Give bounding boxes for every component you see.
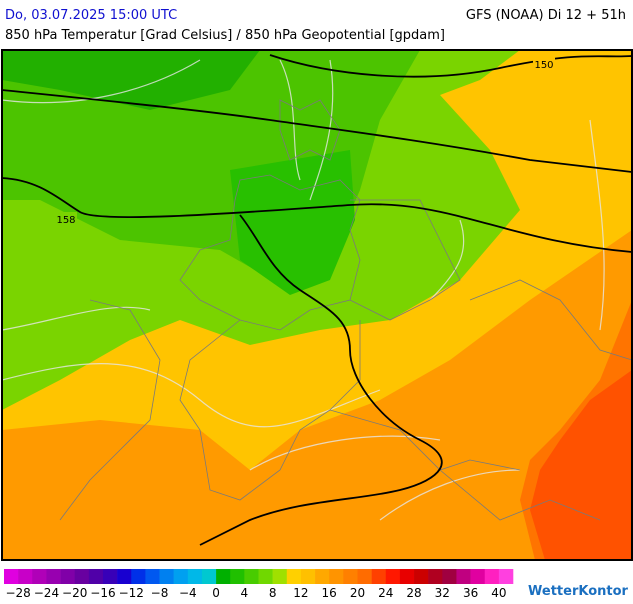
colorbar-swatch: [18, 569, 33, 584]
colorbar-swatch: [272, 569, 288, 584]
temperature-field: [230, 150, 355, 295]
colorbar-swatch: [385, 569, 401, 584]
logo: WetterKontor: [528, 584, 629, 599]
colorbar-swatch: [131, 569, 146, 584]
colorbar-swatch: [230, 569, 245, 584]
colorbar-swatch: [74, 569, 90, 584]
colorbar-label: 20: [350, 586, 365, 600]
colorbar-label: 16: [322, 586, 337, 600]
colorbar-swatch: [315, 569, 330, 584]
colorbar: −28 −24 −20 −16 −12 −8 −4 0 4 8 12 16 20 24 28 32 36 40: [4, 569, 514, 600]
colorbar-swatch: [88, 569, 104, 584]
colorbar-swatch: [60, 569, 75, 584]
valid-time: Do, 03.07.2025 15:00 UTC: [5, 8, 177, 23]
colorbar-swatch: [201, 569, 217, 584]
geopotential-contour: [269, 54, 633, 78]
colorbar-label: 28: [406, 586, 421, 600]
colorbar-label: 8: [269, 586, 277, 600]
colorbar-swatch: [32, 569, 47, 584]
colorbar-swatch: [159, 569, 174, 584]
colorbar-label: 24: [378, 586, 393, 600]
colorbar-swatch: [484, 569, 500, 584]
contour-label-bg: [533, 57, 555, 70]
colorbar-swatch: [258, 569, 273, 584]
colorbar-swatch: [371, 569, 387, 584]
colorbar-swatch: [117, 569, 132, 584]
colorbar-label: −24: [34, 586, 59, 600]
colorbar-swatch: [343, 569, 358, 584]
temperature-field: [2, 50, 260, 110]
colorbar-label: −16: [90, 586, 115, 600]
colorbar-swatch: [498, 569, 514, 584]
colorbar-label: −20: [62, 586, 87, 600]
colorbar-swatch: [357, 569, 372, 584]
colorbar-swatch: [4, 569, 19, 584]
colorbar-swatch: [414, 569, 429, 584]
colorbar-swatch: [145, 569, 160, 584]
colorbar-swatch: [46, 569, 61, 584]
colorbar-swatch: [286, 569, 302, 584]
colorbar-swatch: [456, 569, 471, 584]
colorbar-label: 0: [212, 586, 220, 600]
colorbar-swatch: [300, 569, 316, 584]
geopotential-contour: [199, 214, 443, 546]
colorbar-label: 36: [463, 586, 478, 600]
contour-label: 158: [56, 215, 75, 226]
contour-label: 150: [534, 60, 553, 71]
map: 150 158: [1, 49, 633, 561]
contour-label-bg: [55, 212, 77, 225]
temperature-field: [530, 370, 632, 560]
colorbar-swatch: [187, 569, 203, 584]
colorbar-label: 32: [435, 586, 450, 600]
map-frame: [1, 49, 633, 561]
colorbar-swatch: [470, 569, 486, 584]
colorbar-swatch: [173, 569, 189, 584]
colorbar-label: −28: [5, 586, 30, 600]
model-run: GFS (NOAA) Di 12 + 51h: [466, 8, 626, 23]
subtitle: 850 hPa Temperatur [Grad Celsius] / 850 …: [5, 28, 445, 43]
colorbar-label: 40: [491, 586, 506, 600]
colorbar-swatch: [329, 569, 344, 584]
colorbar-label: −8: [151, 586, 169, 600]
colorbar-swatch: [102, 569, 118, 584]
colorbar-swatch: [428, 569, 443, 584]
geopotential-contour: [1, 177, 633, 253]
colorbar-label: −12: [119, 586, 144, 600]
colorbar-label: −4: [179, 586, 197, 600]
geopotential-contour: [1, 89, 633, 173]
colorbar-swatch: [216, 569, 231, 584]
colorbar-swatch: [442, 569, 457, 584]
colorbar-label: 12: [293, 586, 308, 600]
colorbar-label: 4: [241, 586, 249, 600]
colorbar-swatch: [399, 569, 415, 584]
colorbar-swatch: [244, 569, 259, 584]
